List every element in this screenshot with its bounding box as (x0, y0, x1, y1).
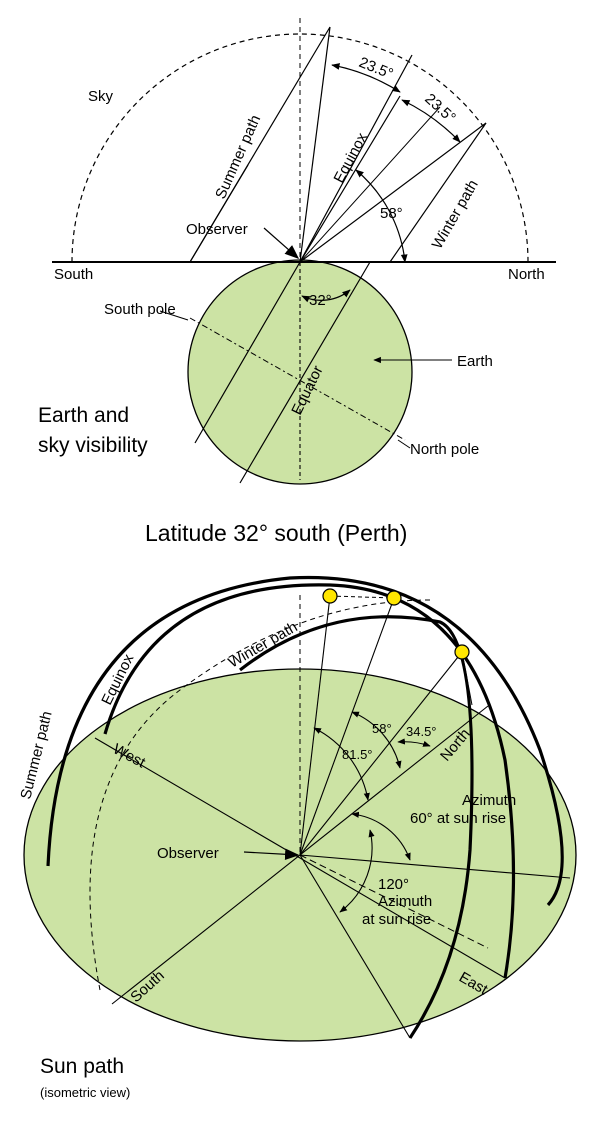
arc-58-b (351, 711, 402, 769)
bottom-diagram: Summer path Equinox Winter path West Nor… (17, 575, 577, 1100)
arc-23b (401, 99, 461, 143)
label-winter-path: Winter path (429, 177, 482, 252)
summer-path-ext (189, 164, 249, 263)
label-angle-58: 58° (380, 205, 403, 222)
sun-summer (322, 588, 338, 604)
label-angle-34-b: 34.5° (406, 724, 437, 739)
arc-58 (355, 169, 408, 263)
label-observer: Observer (186, 221, 248, 238)
arc-81-b (313, 727, 370, 801)
arc-34-b (397, 738, 431, 747)
sun-equinox (386, 590, 402, 606)
label-azimuth120-1: 120° (378, 876, 409, 893)
equinox-path-line (299, 95, 401, 263)
caption-earth-sky-1: Earth and (38, 404, 129, 427)
caption-sun-path: Sun path (40, 1055, 124, 1078)
sun-top-dashed (329, 595, 396, 599)
label-earth: Earth (457, 353, 493, 370)
observer-arrow (263, 227, 300, 259)
label-angle-81-b: 81.5° (342, 747, 373, 762)
top-diagram: Sky South North Summer path Equinox Wint… (38, 18, 556, 485)
label-angle-32: 32° (309, 292, 332, 309)
polar-axis (189, 317, 406, 441)
summer-path-arc (46, 575, 564, 907)
latitude-title: Latitude 32° south (Perth) (145, 520, 407, 546)
label-azimuth60-2: 60° at sun rise (410, 810, 506, 827)
winter-path-arc (239, 615, 474, 1039)
arc-32 (301, 289, 351, 303)
equinox-path-arc (103, 583, 516, 979)
west-east-line (94, 737, 506, 979)
caption-isometric: (isometric view) (40, 1085, 130, 1100)
sky-dome (71, 33, 529, 263)
north-pole-leader (397, 439, 411, 449)
arc-120-azimuth (339, 829, 375, 913)
label-north-pole: North pole (410, 441, 479, 458)
ray-north (299, 106, 441, 263)
label-azimuth120-3: at sun rise (362, 911, 431, 928)
south-pole-leader (159, 310, 189, 321)
observer-arrow-b (243, 848, 300, 861)
ray-sun-equinox (299, 597, 395, 856)
arc-23a (331, 63, 401, 93)
label-summer-path: Summer path (212, 112, 264, 201)
ray-sun-summer (299, 595, 331, 856)
label-azimuth120-2: Azimuth (378, 893, 432, 910)
hour-line-b (299, 854, 411, 1039)
label-south-pole: South pole (104, 301, 176, 318)
label-north: North (508, 266, 545, 283)
caption-earth-sky-2: sky visibility (38, 434, 148, 457)
label-azimuth60-1: Azimuth (462, 792, 516, 809)
label-winter-path-b: Winter path (226, 618, 301, 671)
arc-60-azimuth (351, 811, 411, 861)
summer-parallel (194, 261, 301, 444)
hour-line-c (299, 854, 489, 949)
ray-summer (299, 26, 331, 263)
label-south: South (54, 266, 93, 283)
label-observer-b: Observer (157, 845, 219, 862)
label-sky: Sky (88, 88, 114, 105)
label-angle-58-b: 58° (372, 721, 392, 736)
sun-winter (454, 644, 470, 660)
dome-back-dashed (89, 599, 431, 991)
